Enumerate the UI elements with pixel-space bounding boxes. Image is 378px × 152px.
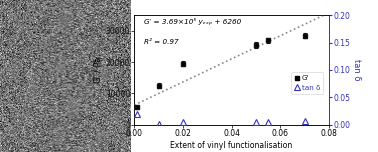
tan δ xyxy=(302,120,307,122)
Legend: G', tan δ: G', tan δ xyxy=(291,72,323,94)
Text: R² = 0.97: R² = 0.97 xyxy=(144,39,178,45)
Y-axis label: tan δ: tan δ xyxy=(352,59,361,81)
tan δ xyxy=(254,122,258,123)
Y-axis label: G′ / Pa: G′ / Pa xyxy=(94,57,103,83)
Line: tan δ: tan δ xyxy=(133,111,308,127)
tan δ xyxy=(266,121,270,123)
tan δ xyxy=(156,123,161,124)
tan δ xyxy=(134,113,139,115)
tan δ xyxy=(181,122,185,123)
X-axis label: Extent of vinyl functionalisation: Extent of vinyl functionalisation xyxy=(170,141,293,150)
Text: G′ = 3.69×10⁵ yₑₓₚ + 6260: G′ = 3.69×10⁵ yₑₓₚ + 6260 xyxy=(144,19,241,26)
